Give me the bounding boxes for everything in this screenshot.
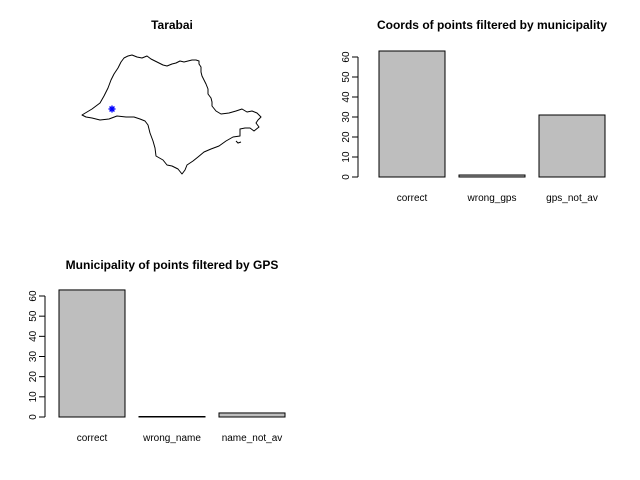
map-panel: Tarabai	[81, 18, 262, 175]
category-label: name_not_av	[222, 433, 283, 444]
category-label: gps_not_av	[546, 193, 598, 204]
bar-chart-municipality-filter: Coords of points filtered by municipalit…	[341, 18, 607, 204]
category-label: wrong_gps	[467, 193, 517, 204]
y-tick-label: 10	[341, 151, 352, 163]
y-tick-label: 50	[341, 71, 352, 83]
y-tick-label: 60	[341, 51, 352, 63]
y-tick-label: 30	[341, 111, 352, 123]
chart1-bars	[378, 50, 606, 178]
marker-stroke	[109, 106, 115, 112]
bar-wrong_gps	[458, 174, 526, 178]
category-label: correct	[397, 193, 428, 204]
chart2-title: Municipality of points filtered by GPS	[66, 258, 279, 272]
chart1-y-axis: 0 10 20 30 40 50 60	[341, 51, 359, 180]
bar-correct	[378, 50, 446, 178]
coastal-island	[235, 140, 242, 144]
chart2-bars	[58, 289, 286, 418]
chart2-category-labels: correct wrong_name name_not_av	[77, 433, 283, 444]
category-label: correct	[77, 433, 108, 444]
y-tick-label: 50	[28, 310, 39, 322]
y-tick-label: 30	[28, 351, 39, 363]
y-tick-label: 0	[28, 414, 39, 420]
state-outline	[81, 54, 262, 175]
municipality-point-marker	[108, 105, 116, 113]
y-tick-label: 0	[341, 174, 352, 180]
y-tick-label: 20	[28, 371, 39, 383]
y-tick-label: 20	[341, 131, 352, 143]
y-tick-label: 60	[28, 290, 39, 302]
y-tick-label: 40	[28, 330, 39, 342]
map-title: Tarabai	[151, 18, 193, 32]
bar-gps_not_av	[538, 114, 606, 178]
chart2-y-axis: 0 10 20 30 40 50 60	[28, 290, 46, 420]
chart1-category-labels: correct wrong_gps gps_not_av	[397, 193, 598, 204]
bar-correct	[58, 289, 126, 418]
bar-wrong_name	[138, 416, 206, 418]
chart1-title: Coords of points filtered by municipalit…	[377, 18, 607, 32]
bar-name_not_av	[218, 412, 286, 418]
y-tick-label: 40	[341, 91, 352, 103]
bar-chart-gps-filter: Municipality of points filtered by GPS 0…	[28, 258, 286, 444]
category-label: wrong_name	[142, 433, 201, 444]
y-tick-label: 10	[28, 391, 39, 403]
